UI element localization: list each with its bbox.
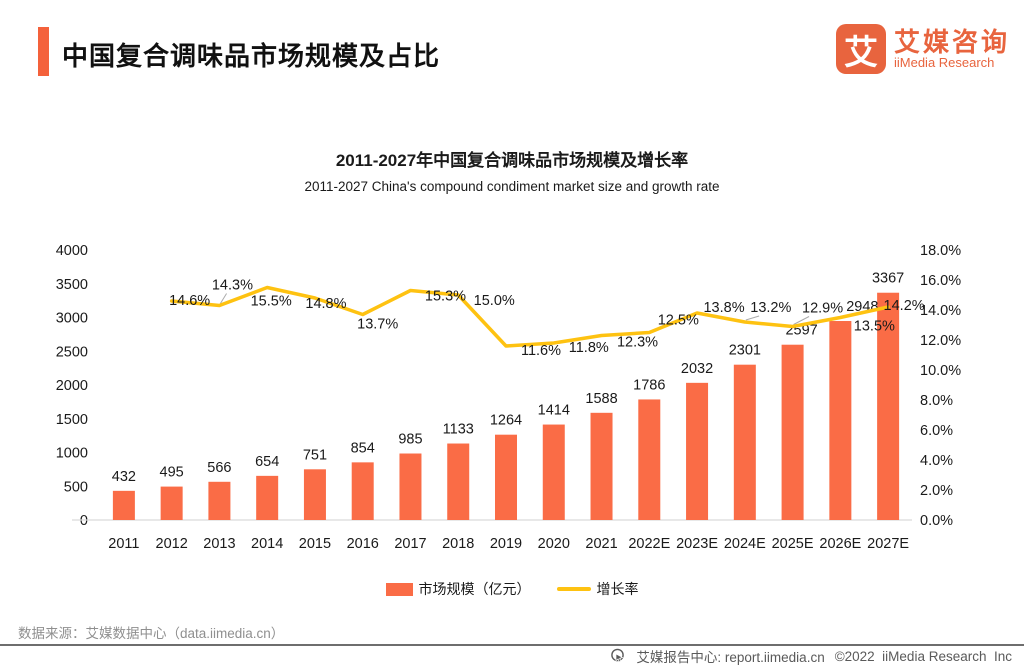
svg-text:1588: 1588 <box>585 391 617 407</box>
line-series-swatch <box>556 587 591 591</box>
svg-text:2025E: 2025E <box>772 536 814 552</box>
legend-label-market-size: 市场规模（亿元） <box>418 581 531 597</box>
svg-text:2023E: 2023E <box>676 536 718 552</box>
svg-text:18.0%: 18.0% <box>920 243 961 259</box>
svg-text:2026E: 2026E <box>819 536 861 552</box>
svg-text:2032: 2032 <box>681 361 713 377</box>
svg-text:2024E: 2024E <box>724 536 766 552</box>
svg-text:14.3%: 14.3% <box>212 278 253 294</box>
logo-name-cn: 艾媒咨询 <box>893 26 1010 57</box>
svg-text:10.0%: 10.0% <box>920 363 961 379</box>
svg-text:13.2%: 13.2% <box>750 300 791 316</box>
growth-rate-labels: 14.6%14.3%15.5% 14.8% 13.7% 15.3% 15.0% 11.6%… <box>169 278 925 360</box>
growth-rate-line <box>169 285 890 348</box>
svg-text:1500: 1500 <box>56 412 88 428</box>
logo-text-block: 艾媒咨询 iiMedia Research <box>893 26 1010 71</box>
svg-text:4.0%: 4.0% <box>920 453 953 469</box>
header: 中国复合调味品市场规模及占比 艾 艾媒咨询 iiMedia Research <box>0 0 1024 100</box>
bar-series-swatch <box>385 582 413 596</box>
svg-text:751: 751 <box>303 447 327 463</box>
svg-text:14.8%: 14.8% <box>305 296 346 312</box>
svg-text:14.0%: 14.0% <box>920 303 961 319</box>
svg-text:15.3%: 15.3% <box>425 289 466 305</box>
svg-text:654: 654 <box>255 454 279 470</box>
svg-text:13.8%: 13.8% <box>703 300 744 316</box>
svg-text:1264: 1264 <box>490 413 522 429</box>
svg-text:2020: 2020 <box>538 536 570 552</box>
svg-text:566: 566 <box>207 460 231 476</box>
svg-text:6.0%: 6.0% <box>920 423 953 439</box>
svg-text:12.0%: 12.0% <box>920 333 961 349</box>
svg-text:12.5%: 12.5% <box>658 313 699 329</box>
svg-text:2022E: 2022E <box>628 536 670 552</box>
svg-text:2021: 2021 <box>585 536 617 552</box>
svg-text:2027E: 2027E <box>867 536 909 552</box>
combo-chart: 0 500 1000 1500 2000 2500 3000 3500 4000 0.0% 2.0%… <box>56 243 961 552</box>
label-leader-lines <box>219 293 810 325</box>
iimedia-logo-icon: 艾 <box>835 24 886 74</box>
chart-legend: 市场规模（亿元） 增长率 <box>0 579 1024 599</box>
svg-text:2013: 2013 <box>203 536 235 552</box>
svg-text:3500: 3500 <box>56 277 88 293</box>
x-axis-labels: 2011 2012 2013 2014 2015 2016 2017 2018 2019 2020… <box>108 536 909 552</box>
svg-text:2014: 2014 <box>251 536 283 552</box>
svg-text:432: 432 <box>112 469 136 485</box>
report-center-icon <box>611 648 625 663</box>
svg-text:2015: 2015 <box>299 536 331 552</box>
svg-text:1000: 1000 <box>56 446 88 462</box>
right-axis-ticks: 0.0% 2.0% 4.0% 6.0% 8.0% 10.0% 12.0% 14.0% 16.0%… <box>920 243 961 529</box>
iimedia-logo: 艾 艾媒咨询 iiMedia Research <box>835 24 1010 74</box>
report-center-link[interactable]: 艾媒报告中心: report.iimedia.cn <box>636 650 825 665</box>
title-accent-bar <box>38 27 49 76</box>
svg-text:2.0%: 2.0% <box>920 483 953 499</box>
svg-text:11.8%: 11.8% <box>569 340 609 356</box>
logo-name-en: iiMedia Research <box>893 55 995 71</box>
svg-text:0: 0 <box>80 513 88 529</box>
svg-text:2012: 2012 <box>156 536 188 552</box>
svg-text:1133: 1133 <box>443 422 474 438</box>
svg-text:1786: 1786 <box>633 377 665 393</box>
svg-text:2018: 2018 <box>442 536 474 552</box>
left-axis-ticks: 0 500 1000 1500 2000 2500 3000 3500 4000 <box>56 243 88 529</box>
svg-text:15.5%: 15.5% <box>251 294 292 310</box>
svg-text:12.3%: 12.3% <box>617 335 658 351</box>
chart-subtitle: 2011-2027 China's compound condiment mar… <box>304 179 720 194</box>
svg-text:2017: 2017 <box>394 536 426 552</box>
svg-text:3000: 3000 <box>56 311 88 327</box>
svg-text:14.2%: 14.2% <box>884 298 925 314</box>
svg-text:8.0%: 8.0% <box>920 393 953 409</box>
legend-label-growth-rate: 增长率 <box>596 581 639 597</box>
bottom-bar: 艾媒报告中心: report.iimedia.cn ©2022 iiMedia … <box>0 644 1024 666</box>
data-source-note: 数据来源：艾媒数据中心（data.iimedia.cn） <box>18 626 285 641</box>
market-size-bars <box>112 292 900 520</box>
svg-text:985: 985 <box>398 432 422 448</box>
copyright-text: ©2022 iiMedia Research Inc <box>834 648 1012 664</box>
chart-title: 2011-2027年中国复合调味品市场规模及增长率 <box>335 151 689 170</box>
svg-text:2011: 2011 <box>108 536 139 552</box>
svg-text:2019: 2019 <box>490 536 522 552</box>
bar-value-labels: 432 495 566 654 751 854 985 1133 1264 1414 1588 178… <box>112 271 904 485</box>
svg-text:2016: 2016 <box>347 536 379 552</box>
svg-text:495: 495 <box>160 465 184 481</box>
svg-text:12.9%: 12.9% <box>802 301 843 317</box>
page-title: 中国复合调味品市场规模及占比 <box>62 41 441 71</box>
svg-text:13.7%: 13.7% <box>357 317 398 333</box>
svg-text:0.0%: 0.0% <box>920 513 953 529</box>
svg-text:2301: 2301 <box>729 343 761 359</box>
svg-text:13.5%: 13.5% <box>854 319 895 335</box>
svg-text:11.6%: 11.6% <box>521 343 561 359</box>
svg-text:2000: 2000 <box>56 378 88 394</box>
svg-text:15.0%: 15.0% <box>474 293 515 309</box>
svg-text:14.6%: 14.6% <box>169 293 210 309</box>
svg-text:3367: 3367 <box>872 271 904 287</box>
legend-item-growth-rate: 增长率 <box>556 579 639 599</box>
svg-text:854: 854 <box>351 440 375 456</box>
svg-text:500: 500 <box>64 479 88 495</box>
legend-item-market-size: 市场规模（亿元） <box>385 579 531 599</box>
svg-text:1414: 1414 <box>538 403 570 419</box>
svg-text:16.0%: 16.0% <box>920 273 961 289</box>
svg-text:4000: 4000 <box>56 243 88 259</box>
svg-text:2500: 2500 <box>56 344 88 360</box>
